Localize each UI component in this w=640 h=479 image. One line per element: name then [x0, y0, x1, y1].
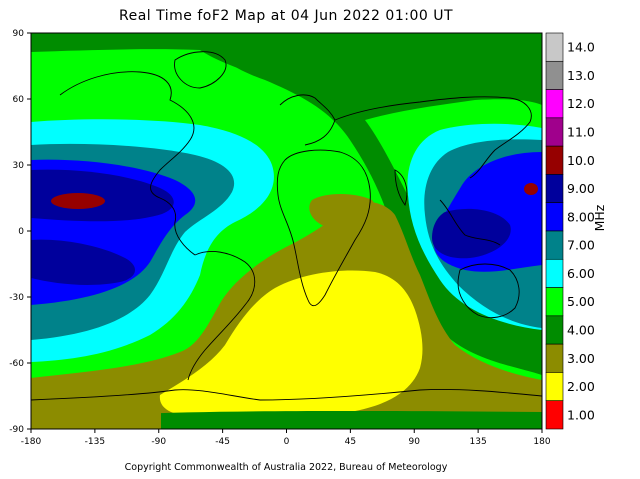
- colorbar-swatch: [545, 89, 564, 119]
- x-tick-label: 45: [345, 437, 356, 447]
- x-tick-label: 135: [470, 437, 487, 447]
- colorbar-swatch: [545, 117, 564, 147]
- x-axis: -180 -135 -90 -45 0 45 90 135 180: [21, 429, 551, 447]
- colorbar-swatch: [545, 230, 564, 260]
- colorbar-swatch: [545, 32, 564, 62]
- contour-10mhz-west: [51, 193, 105, 209]
- coast-africa: [276, 149, 371, 307]
- map-title: Real Time foF2 Map at 04 Jun 2022 01:00 …: [118, 8, 454, 24]
- colorbar-unit: MHz: [592, 204, 607, 231]
- colorbar-label: 6.00: [567, 266, 595, 281]
- colorbar-label: 12.0: [567, 96, 595, 111]
- coast-north-america: [59, 71, 196, 256]
- y-tick-label: 0: [18, 227, 24, 237]
- x-tick-label: 0: [284, 437, 290, 447]
- contour-4mhz-north: [31, 33, 542, 118]
- colorbar-label: 1.00: [567, 407, 595, 422]
- colorbar-swatch: [545, 400, 564, 430]
- y-tick-label: -30: [9, 293, 24, 303]
- colorbar-label: 8.00: [567, 209, 595, 224]
- colorbar: 14.0 13.0 12.0 11.0 10.0 9.00 8.00 7.00 6.00 5.00…: [545, 32, 595, 430]
- y-tick-label: -90: [9, 425, 24, 435]
- x-tick-label: -90: [151, 437, 166, 447]
- y-tick-label: 30: [13, 161, 25, 171]
- colorbar-label: 13.0: [567, 68, 595, 83]
- x-tick-label: -135: [85, 437, 105, 447]
- x-tick-label: -45: [215, 437, 230, 447]
- y-axis: 90 60 30 0 -30 -60 -90: [9, 29, 31, 435]
- colorbar-label: 2.00: [567, 379, 595, 394]
- colorbar-label: 4.00: [567, 323, 595, 338]
- x-tick-label: 90: [409, 437, 421, 447]
- coast-south-america: [187, 251, 256, 381]
- y-tick-label: 60: [13, 95, 25, 105]
- x-tick-label: -180: [21, 437, 42, 447]
- copyright-notice: Copyright Commonwealth of Australia 2022…: [124, 462, 448, 473]
- colorbar-swatch: [545, 287, 564, 317]
- coast-greenland: [174, 51, 227, 89]
- colorbar-swatch: [545, 60, 564, 90]
- colorbar-label: 9.00: [567, 181, 595, 196]
- colorbar-label: 5.00: [567, 294, 595, 309]
- colorbar-label: 3.00: [567, 351, 595, 366]
- coast-antarctica: [31, 389, 542, 401]
- colorbar-label: 10.0: [567, 153, 595, 168]
- contour-2mhz-core: [159, 270, 423, 420]
- x-tick-label: 180: [533, 437, 550, 447]
- contour-9mhz-west-a: [31, 169, 174, 222]
- y-tick-label: 90: [13, 29, 25, 39]
- contour-10mhz-east: [524, 183, 538, 195]
- colorbar-swatch: [545, 372, 564, 402]
- coast-europe: [279, 94, 336, 146]
- colorbar-swatch: [545, 258, 564, 288]
- coast-southeast-asia: [439, 199, 501, 246]
- colorbar-swatch: [545, 343, 564, 373]
- colorbar-label: 14.0: [567, 40, 595, 55]
- contour-9mhz-west-b: [31, 239, 136, 285]
- colorbar-swatch: [545, 145, 564, 175]
- coast-australia: [457, 263, 520, 319]
- coast-india: [394, 169, 408, 206]
- colorbar-swatch: [545, 202, 564, 232]
- contour-9mhz-east: [432, 208, 511, 259]
- coastlines: [31, 51, 542, 401]
- colorbar-label: 7.00: [567, 238, 595, 253]
- contour-3mhz-finger: [309, 194, 376, 232]
- colorbar-swatch: [545, 315, 564, 345]
- y-tick-label: -60: [9, 359, 24, 369]
- colorbar-swatch: [545, 174, 564, 204]
- colorbar-label: 11.0: [567, 125, 595, 140]
- coast-asia: [334, 96, 532, 179]
- contour-field: [31, 33, 542, 429]
